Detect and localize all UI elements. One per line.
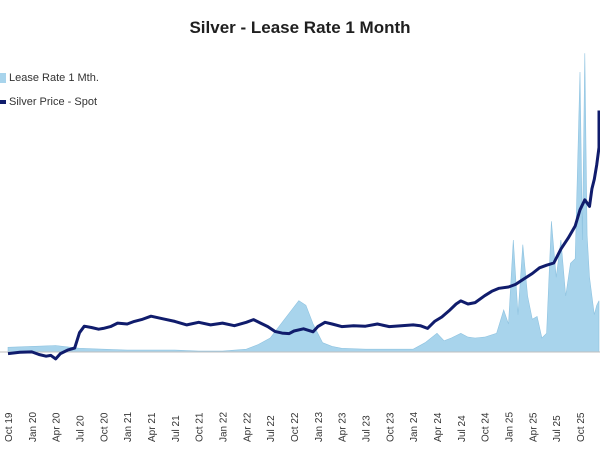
- x-tick-label: Oct 24: [481, 412, 492, 442]
- x-tick-label: Apr 21: [147, 412, 158, 442]
- x-tick-label: Jul 24: [457, 415, 468, 442]
- x-tick-label: Jan 23: [314, 412, 325, 442]
- x-tick-label: Jul 21: [171, 415, 182, 442]
- x-tick-label: Apr 25: [528, 412, 539, 442]
- x-tick-label: Jul 20: [76, 415, 87, 442]
- x-tick-label: Jan 20: [28, 412, 39, 442]
- x-tick-label: Jul 22: [266, 415, 277, 442]
- x-tick-label: Apr 20: [52, 412, 63, 442]
- legend-item-lease-rate: Lease Rate 1 Mth.: [0, 71, 99, 85]
- x-tick-label: Jan 22: [219, 412, 230, 442]
- x-tick-label: Oct 19: [4, 412, 15, 442]
- x-tick-label: Jan 24: [409, 412, 420, 442]
- x-tick-label: Apr 23: [338, 412, 349, 442]
- legend-item-silver-price: Silver Price - Spot: [0, 95, 97, 109]
- x-tick-label: Oct 21: [195, 412, 206, 442]
- x-tick-label: Jan 25: [505, 412, 516, 442]
- x-tick-label: Jul 23: [362, 415, 373, 442]
- x-tick-label: Jul 25: [552, 415, 563, 442]
- x-tick-label: Jan 21: [123, 412, 134, 442]
- x-tick-label: Oct 23: [385, 412, 396, 442]
- silver-price-line: [7, 110, 600, 361]
- legend-swatch-lease-rate: [0, 73, 6, 83]
- lease-rate-area: [7, 53, 600, 353]
- x-tick-label: Apr 24: [433, 412, 444, 442]
- legend-label-silver-price: Silver Price - Spot: [9, 96, 98, 108]
- x-tick-label: Apr 22: [242, 412, 253, 442]
- x-tick-label: Oct 25: [576, 412, 587, 442]
- legend-label-lease-rate: Lease Rate 1 Mth.: [9, 72, 99, 84]
- x-tick-label: Oct 20: [99, 412, 110, 442]
- legend-swatch-silver-price: [0, 100, 6, 104]
- chart-title: Silver - Lease Rate 1 Month: [189, 18, 411, 37]
- x-tick-label: Oct 22: [290, 412, 301, 442]
